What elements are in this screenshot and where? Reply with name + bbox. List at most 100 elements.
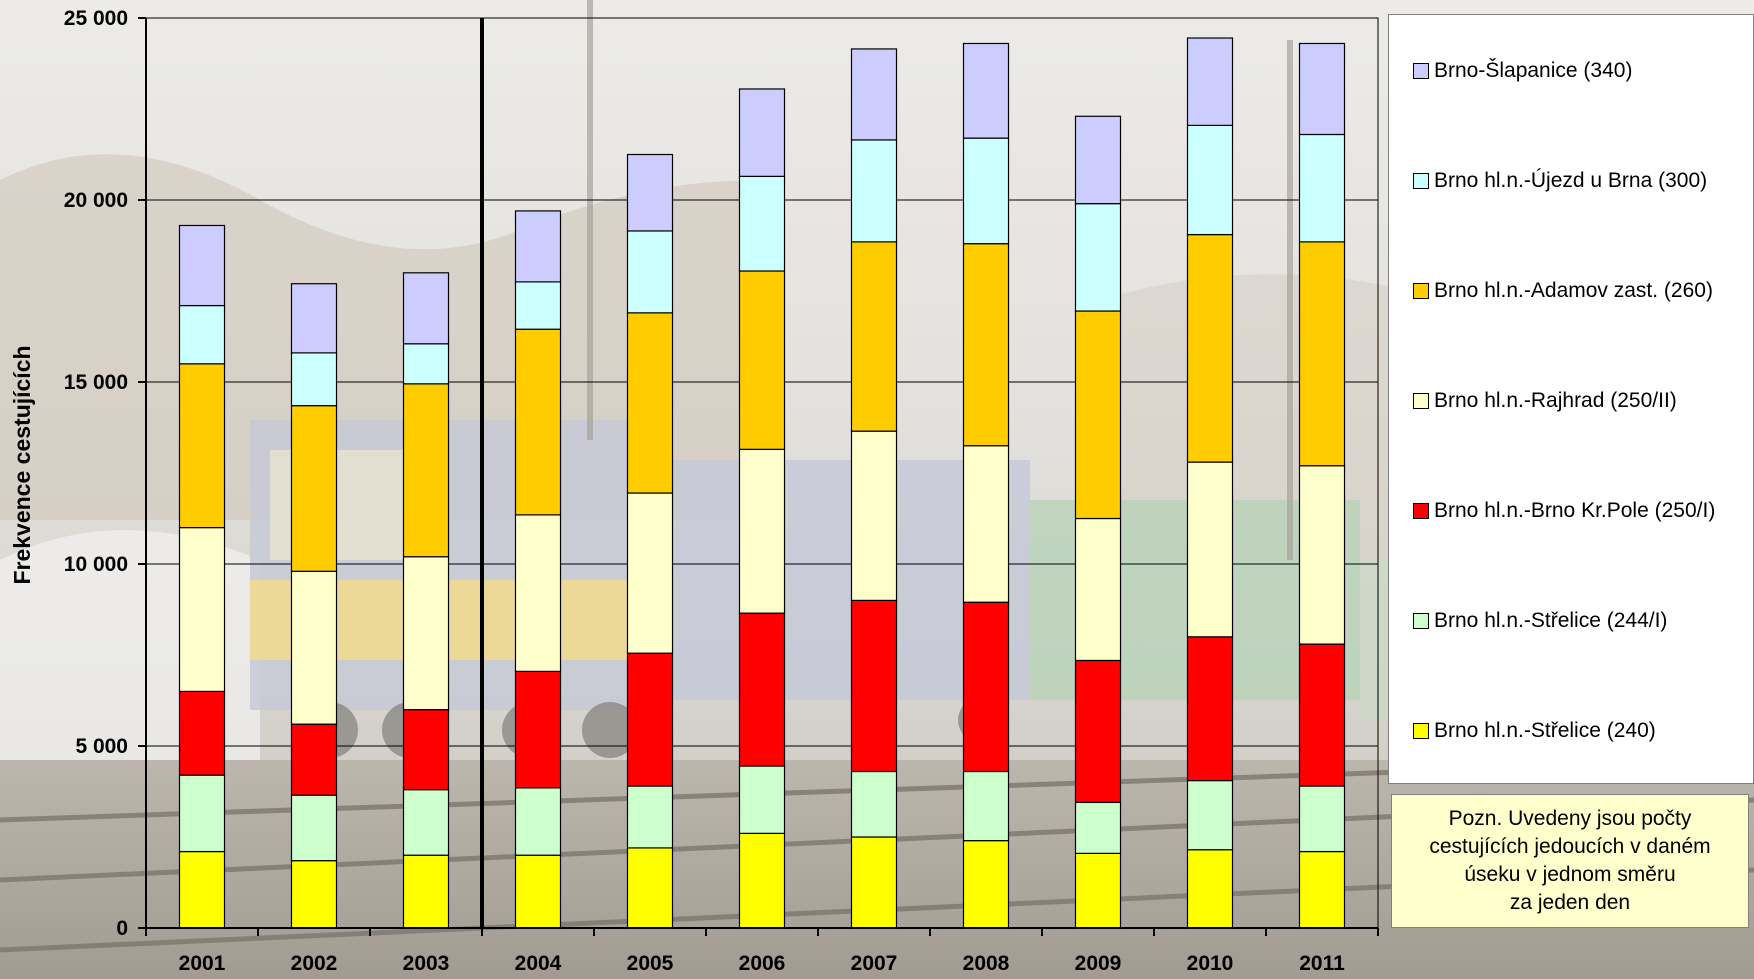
bar-segment — [290, 352, 338, 407]
legend-item: Brno hl.n.-Střelice (244/I) — [1413, 607, 1667, 635]
bar-segment — [962, 770, 1010, 842]
bar-segment — [178, 850, 226, 929]
y-tick-label: 15 000 — [64, 371, 128, 394]
bar-segment — [514, 787, 562, 856]
bar-segment — [962, 42, 1010, 139]
bar-segment — [290, 723, 338, 796]
bar-segment — [962, 601, 1010, 773]
x-tick-label: 2002 — [291, 952, 338, 975]
bar-segment — [290, 405, 338, 572]
bar-segment — [626, 153, 674, 232]
legend-label: Brno hl.n.-Rajhrad (250/II) — [1434, 389, 1677, 412]
bar-segment — [402, 343, 450, 385]
bar-segment — [178, 526, 226, 692]
bar-segment — [290, 860, 338, 929]
bar-segment — [850, 770, 898, 838]
bar-segment — [738, 612, 786, 767]
x-tick-label: 2009 — [1075, 952, 1122, 975]
bar-segment — [178, 774, 226, 853]
legend-label: Brno hl.n.-Újezd u Brna (300) — [1434, 169, 1708, 192]
legend-item: Brno-Šlapanice (340) — [1413, 57, 1632, 85]
bar-segment — [514, 854, 562, 929]
bar-segment — [290, 283, 338, 354]
bar-segment — [738, 832, 786, 929]
bar-segment — [514, 328, 562, 516]
bar-segment — [850, 599, 898, 773]
bar-segment — [178, 363, 226, 529]
bar-segment — [514, 670, 562, 789]
x-tick-labels: 2001 2002 2003 2004 2005 2006 2007 2008 2009 2010… — [179, 952, 1345, 975]
legend-item: Brno hl.n.-Adamov zast. (260) — [1413, 277, 1713, 305]
legend-item: Brno hl.n.-Brno Kr.Pole (250/I) — [1413, 497, 1715, 525]
bar-segment — [178, 224, 226, 307]
x-tick-label: 2001 — [179, 952, 226, 975]
bar-segment — [1074, 310, 1122, 520]
bar-segment — [1298, 465, 1346, 645]
x-tick-label: 2005 — [627, 952, 674, 975]
bar-segment — [402, 708, 450, 791]
legend-label: Brno hl.n.-Brno Kr.Pole (250/I) — [1434, 499, 1716, 522]
bar-segment — [738, 448, 786, 614]
bar-segment — [178, 690, 226, 776]
legend-label: Brno hl.n.-Adamov zast. (260) — [1434, 279, 1713, 302]
bar-segment — [626, 847, 674, 929]
bar-segment — [850, 48, 898, 141]
y-tick-label: 20 000 — [64, 189, 128, 212]
bar-segment — [1298, 785, 1346, 853]
bar-segment — [1298, 133, 1346, 243]
bar-segment — [626, 492, 674, 654]
bar-segment — [738, 765, 786, 834]
legend: Brno-Šlapanice (340) Brno hl.n.-Újezd u B… — [1388, 14, 1754, 784]
bar-segment — [402, 789, 450, 856]
bar-segment — [850, 430, 898, 602]
bar-segment — [1298, 850, 1346, 929]
legend-label: Brno hl.n.-Střelice (240) — [1434, 719, 1656, 742]
bar-segment — [1186, 233, 1234, 463]
y-tick-label: 10 000 — [64, 553, 128, 576]
y-tick-label: 25 000 — [64, 7, 128, 30]
axes — [138, 17, 1379, 936]
bar-segment — [1074, 801, 1122, 854]
legend-swatch — [1413, 283, 1429, 299]
x-tick-label: 2008 — [963, 952, 1010, 975]
bar-segment — [1186, 849, 1234, 929]
note-box: Pozn. Uvedeny jsou počty cestujících jed… — [1391, 794, 1749, 928]
legend-item: Brno hl.n.-Rajhrad (250/II) — [1413, 387, 1677, 415]
bar-segment — [514, 281, 562, 330]
y-axis-title: Frekvence cestujících — [9, 345, 35, 584]
bar-segment — [290, 570, 338, 725]
x-tick-label: 2004 — [515, 952, 562, 975]
y-tick-labels: 0 5 000 10 000 15 000 20 000 25 000 — [64, 7, 128, 940]
bar-segment — [626, 785, 674, 849]
bar-segment — [850, 836, 898, 929]
bar-segment — [1186, 124, 1234, 236]
bar-segment — [962, 445, 1010, 603]
legend-item: Brno hl.n.-Újezd u Brna (300) — [1413, 167, 1707, 195]
x-tick-label: 2011 — [1299, 952, 1345, 975]
legend-swatch — [1413, 503, 1429, 519]
bar-segment — [402, 556, 450, 711]
y-tick-label: 5 000 — [75, 735, 128, 758]
legend-label: Brno-Šlapanice (340) — [1434, 59, 1633, 82]
bar-segment — [850, 241, 898, 432]
bar-segment — [1074, 517, 1122, 662]
bar-segment — [1186, 461, 1234, 638]
bar-segment — [738, 175, 786, 272]
bar-segment — [738, 88, 786, 177]
x-tick-label: 2007 — [851, 952, 898, 975]
bar-segment — [1074, 203, 1122, 312]
bar-segment — [850, 139, 898, 243]
bar-segment — [1298, 42, 1346, 136]
bars — [178, 37, 1346, 929]
legend-swatch — [1413, 723, 1429, 739]
bar-segment — [626, 230, 674, 314]
bar-segment — [962, 243, 1010, 447]
legend-swatch — [1413, 613, 1429, 629]
x-tick-label: 2010 — [1187, 952, 1234, 975]
bar-segment — [962, 137, 1010, 245]
bar-segment — [514, 514, 562, 672]
bar-segment — [738, 270, 786, 450]
bar-segment — [1298, 643, 1346, 787]
note-text: Pozn. Uvedeny jsou počty cestujících jed… — [1429, 807, 1711, 914]
legend-swatch — [1413, 173, 1429, 189]
